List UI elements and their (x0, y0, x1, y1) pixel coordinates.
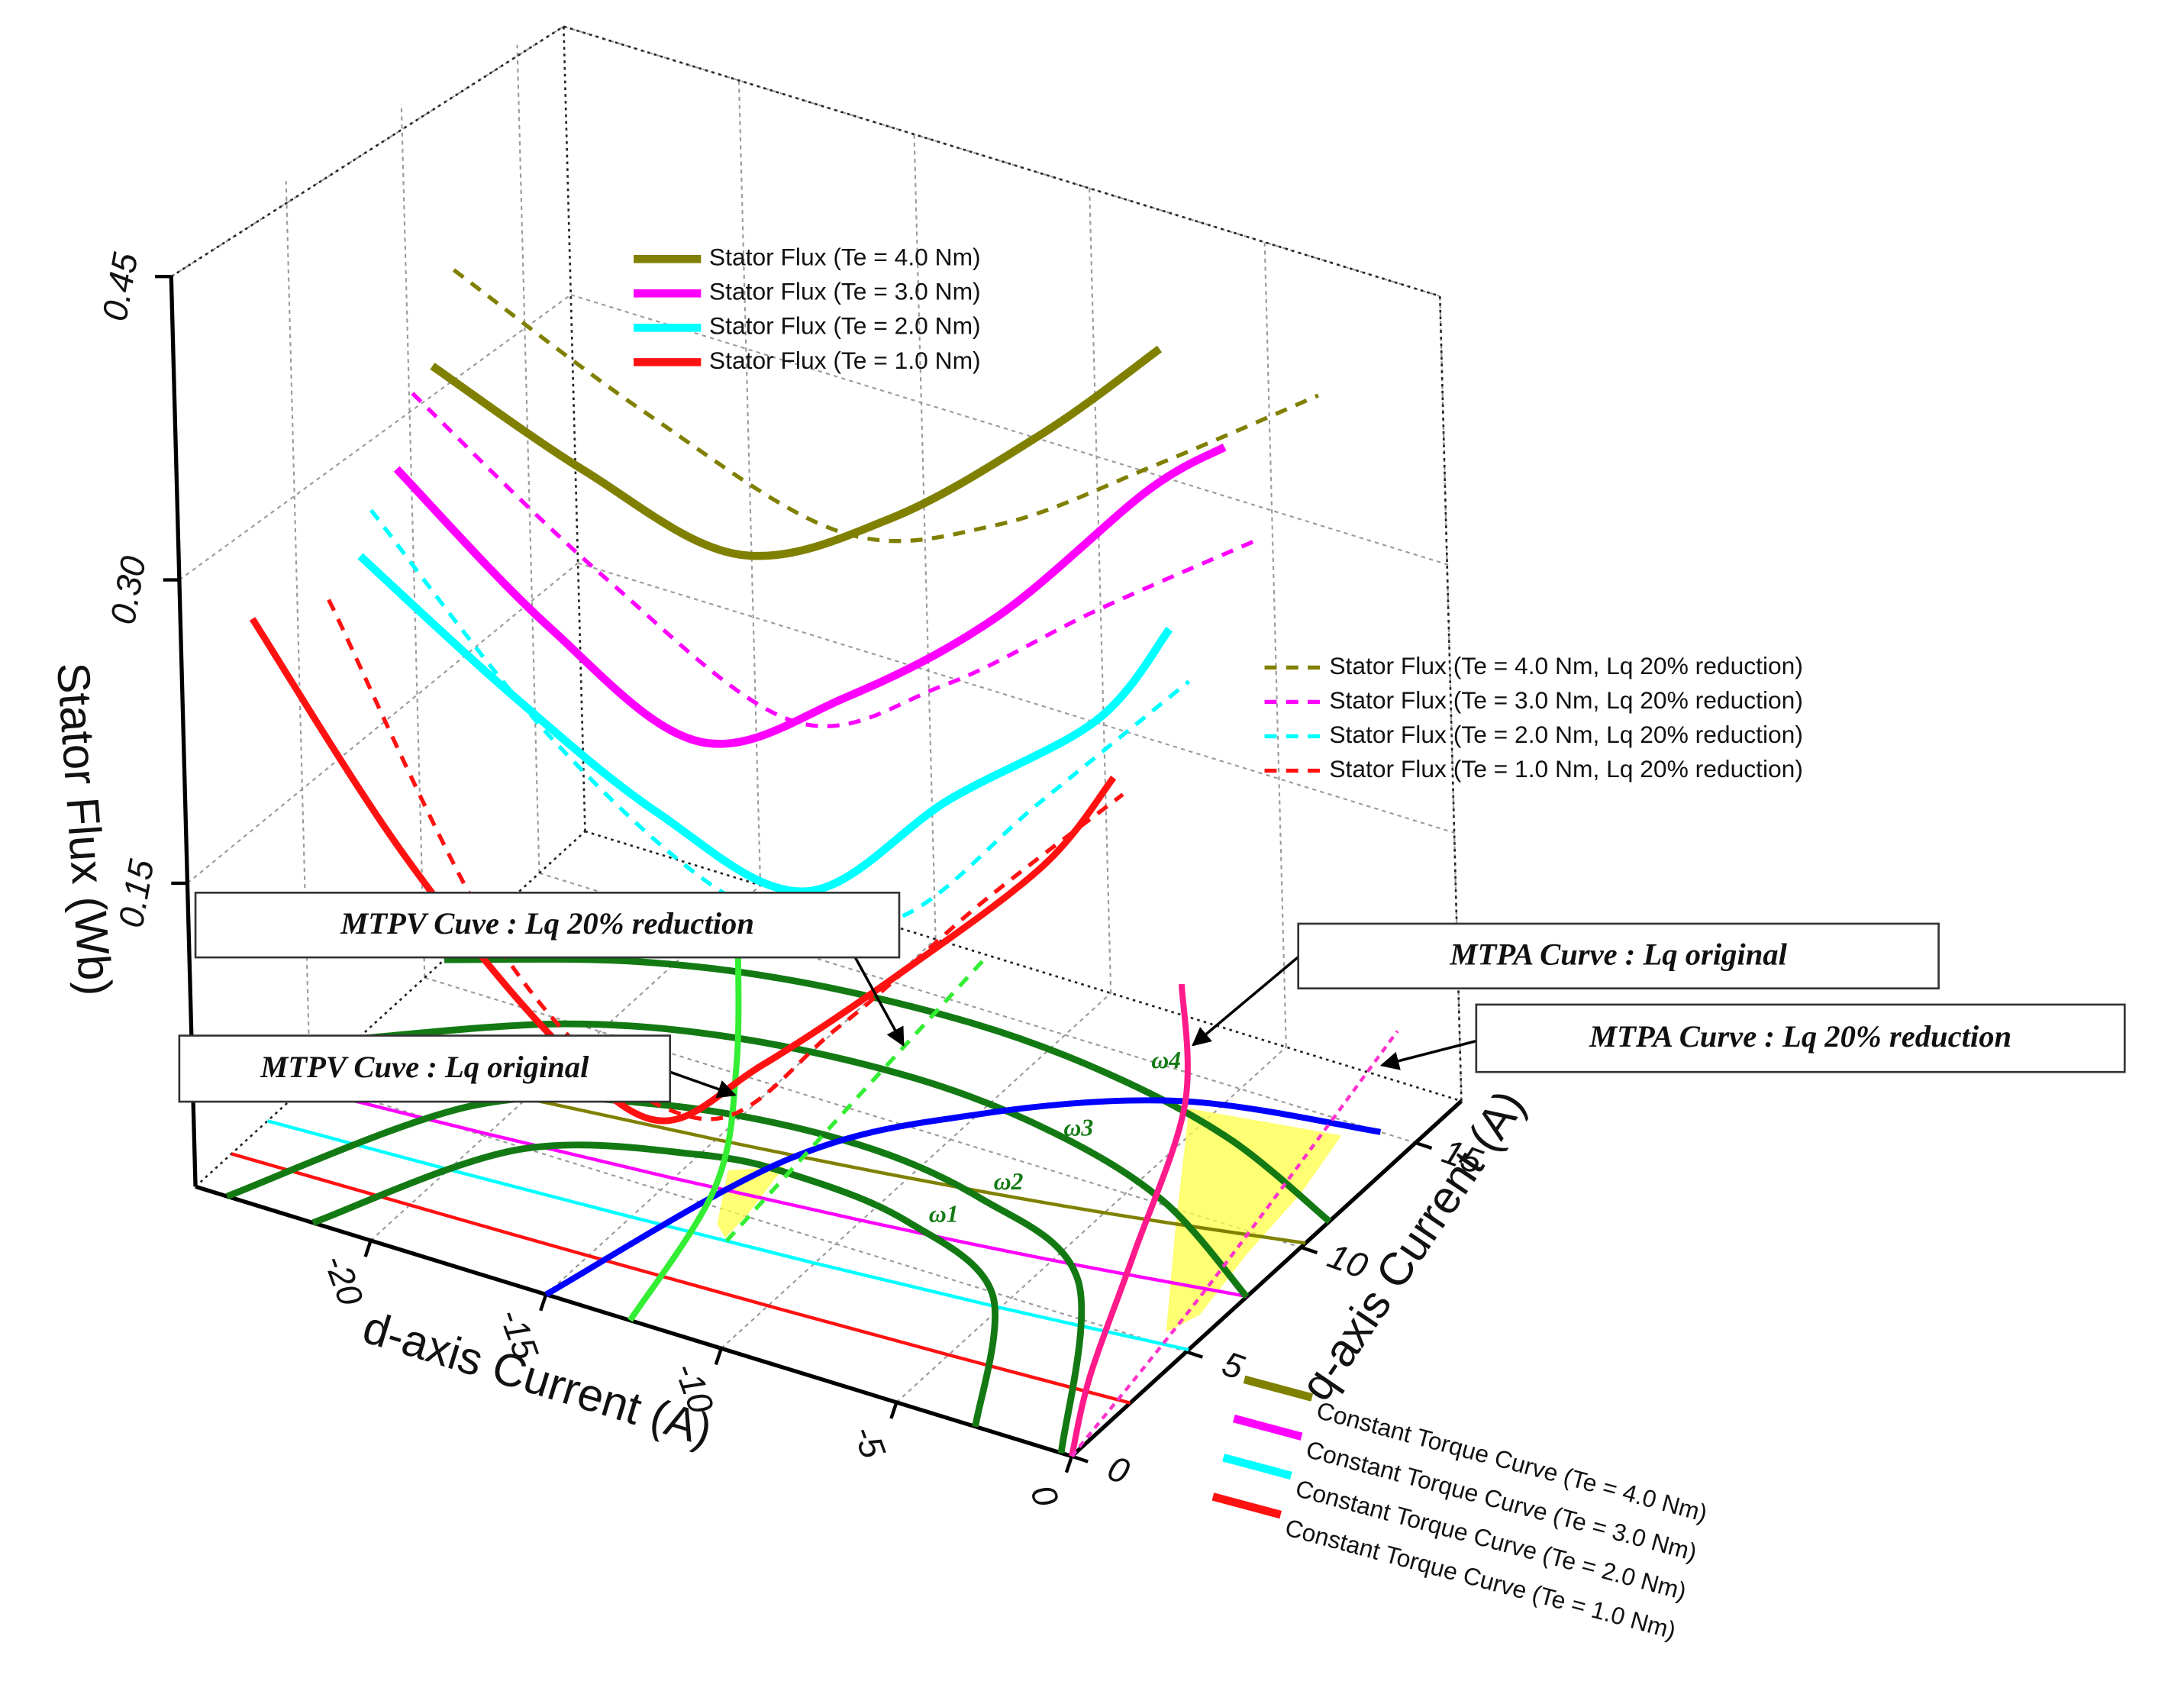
floor-curve (231, 1152, 1131, 1405)
floor-curve (444, 956, 1332, 1225)
annotation-box (1475, 1003, 2126, 1073)
flux-curve (430, 345, 1163, 560)
grid-line (400, 104, 426, 978)
legend-label: Stator Flux (Te = 3.0 Nm) (709, 278, 981, 305)
annotation-arrow (1192, 954, 1302, 1047)
box-edge (195, 830, 586, 1188)
y-tick (1415, 1141, 1433, 1150)
grid-line (1263, 242, 1287, 1047)
y-tick (1186, 1350, 1204, 1359)
z-tick-label: 0.45 (95, 250, 146, 324)
legend-label: Stator Flux (Te = 2.0 Nm, Lq 20% reducti… (1329, 721, 1803, 748)
grid-line (309, 1081, 1187, 1353)
box-edge (563, 25, 1440, 298)
flux-curve (327, 599, 1124, 1121)
x-tick-label: 0 (1023, 1480, 1067, 1512)
floor-curve (303, 1086, 1247, 1299)
grid-line (179, 294, 572, 581)
grid-line (737, 80, 762, 886)
flux-curve (452, 268, 1319, 544)
curve-label: ω2 (994, 1168, 1024, 1195)
floor-curve (544, 1097, 1382, 1298)
floor-curve (225, 1093, 1086, 1454)
legend-swatch (1232, 1414, 1303, 1441)
grid-line (186, 562, 579, 884)
legend: Constant Torque Curve (Te = 4.0 Nm)Const… (1211, 1375, 1710, 1644)
flux-curves (249, 268, 1319, 1125)
legend-label: Stator Flux (Te = 4.0 Nm, Lq 20% reducti… (1329, 652, 1803, 679)
x-axis-line (195, 1184, 1073, 1459)
grid-line (577, 562, 1455, 834)
flux-curve (393, 443, 1227, 748)
annotation-arrow (1379, 1039, 1477, 1070)
x-tick (714, 1347, 723, 1366)
grid-line (539, 872, 1416, 1144)
annotation-arrow (848, 946, 905, 1047)
shaded-regions (717, 1108, 1342, 1333)
legend-label: Stator Flux (Te = 1.0 Nm) (709, 347, 981, 374)
legend: Stator Flux (Te = 4.0 Nm) Stator Flux (Te… (634, 244, 981, 374)
annotation-text: MTPV Cuve : Lq 20% reduction (340, 906, 754, 941)
grid-line (516, 44, 540, 873)
annotation-text: MTPA Curve : Lq 20% reduction (1589, 1019, 2011, 1054)
floor-curve (311, 1141, 998, 1428)
annotation-arrow (669, 1070, 737, 1099)
legend-swatch (1243, 1375, 1314, 1402)
annotation-text: MTPA Curve : Lq original (1449, 937, 1787, 971)
x-tick (539, 1293, 548, 1312)
y-tick (1300, 1245, 1318, 1254)
floor-curve (724, 956, 988, 1243)
floor-curve (266, 1119, 1189, 1352)
flux-curve (411, 392, 1255, 728)
legend-label: Stator Flux (Te = 2.0 Nm) (709, 312, 981, 340)
legend: Stator Flux (Te = 4.0 Nm, Lq 20% reducti… (1264, 652, 1803, 783)
curve-label: ω3 (1063, 1114, 1093, 1141)
x-tick-label: -20 (317, 1250, 372, 1312)
box-edge (585, 830, 1462, 1102)
floor-curve (1069, 983, 1191, 1457)
y-axis-line (1070, 1099, 1463, 1458)
curve-label: ω1 (929, 1200, 959, 1227)
floor-curve (627, 931, 742, 1322)
legend-swatch (1211, 1493, 1282, 1519)
z-axis-title: Stator Flux (Wb) (47, 661, 121, 998)
grid-line (721, 992, 1111, 1350)
x-tick (363, 1240, 373, 1257)
curve-label: ω4 (1151, 1047, 1181, 1073)
legend-swatch (1222, 1454, 1292, 1480)
floor-curve (1070, 1030, 1399, 1457)
flux-curve (249, 617, 1117, 1125)
annotation-box (178, 1034, 672, 1103)
annotation-box (194, 891, 901, 959)
y-tick-label: 0 (1102, 1447, 1134, 1492)
shaded-region (1166, 1108, 1342, 1333)
flux-curve (357, 553, 1173, 896)
annotation-box (1297, 922, 1940, 990)
x-tick-label: -5 (846, 1420, 894, 1463)
x-axis-title: d-axis Current (A) (357, 1302, 718, 1457)
x-tick (1064, 1455, 1074, 1473)
legend-label: Stator Flux (Te = 3.0 Nm, Lq 20% reducti… (1329, 686, 1803, 714)
grid-line (570, 294, 1447, 566)
grid-line (1089, 188, 1112, 993)
z-tick-label: 0.30 (102, 553, 153, 627)
y-tick (1071, 1454, 1089, 1463)
box-edge (563, 26, 586, 831)
y-axis-title: q-axis Current (A) (1290, 1081, 1534, 1409)
x-tick (889, 1402, 898, 1419)
z-tick-label: 0.15 (111, 856, 162, 930)
legend-label: Stator Flux (Te = 4.0 Nm) (709, 244, 981, 271)
box-edge (170, 25, 565, 278)
annotation-text: MTPV Cuve : Lq original (260, 1050, 589, 1084)
legend-label: Stator Flux (Te = 1.0 Nm, Lq 20% reducti… (1329, 755, 1803, 783)
